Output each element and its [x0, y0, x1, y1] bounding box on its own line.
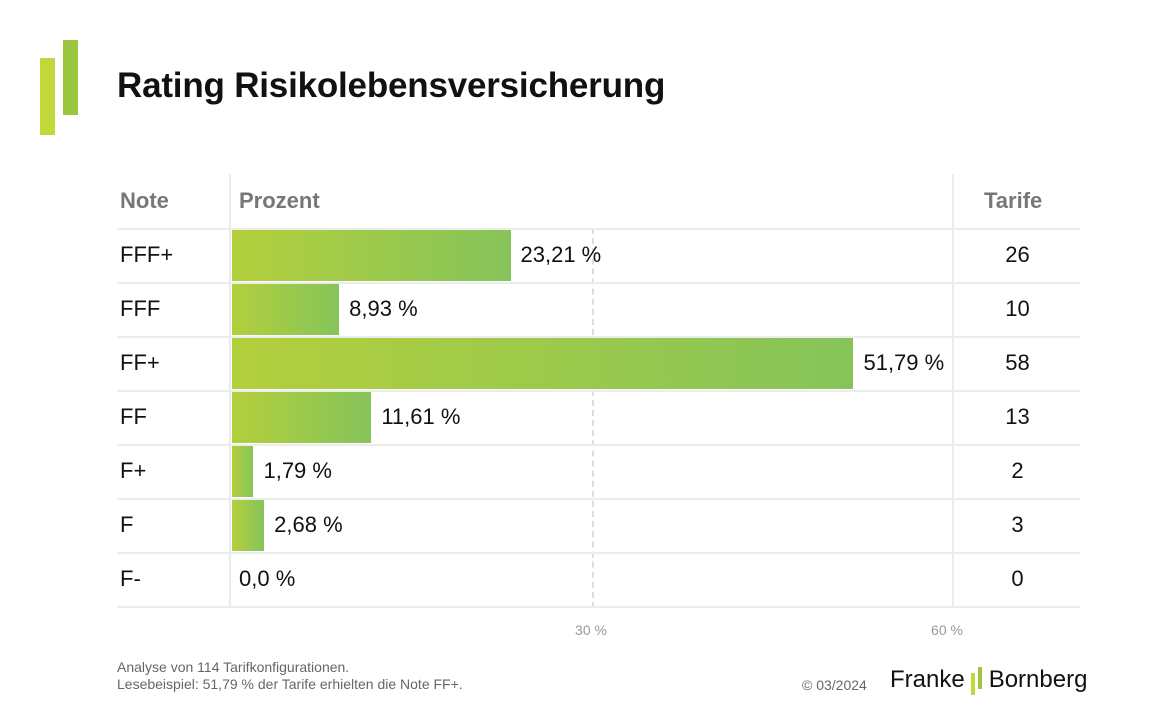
- brand-name-right: Bornberg: [988, 666, 1088, 693]
- row-divider: [117, 606, 1080, 608]
- tarife-count: 2: [1011, 458, 1024, 483]
- note-label: FFF: [120, 296, 161, 321]
- table-row: F- 0,0 % 0: [0, 552, 1156, 606]
- note-label: FF: [120, 404, 147, 429]
- row-divider: [117, 282, 1080, 284]
- row-divider: [117, 444, 1080, 446]
- note-label: FF+: [120, 350, 160, 375]
- brand-logo-icon: [40, 40, 78, 135]
- note-label: F: [120, 512, 134, 537]
- copyright: © 03/2024: [802, 677, 867, 693]
- column-header-prozent: Prozent: [239, 188, 320, 213]
- row-divider: [117, 228, 1080, 230]
- row-divider: [117, 498, 1080, 500]
- brand-name-left: Franke: [890, 666, 965, 693]
- tarife-count: 0: [1011, 566, 1024, 591]
- table-row: FFF+ 23,21 % 26: [0, 228, 1156, 282]
- x-tick-label: 30 %: [575, 622, 607, 638]
- bar: [232, 392, 372, 443]
- bar-value-label: 11,61 %: [381, 404, 461, 429]
- chart-title: Rating Risikolebensversicherung: [117, 66, 666, 105]
- note-label: FFF+: [120, 242, 174, 267]
- footnote-line-2: Lesebeispiel: 51,79 % der Tarife erhielt…: [117, 676, 463, 692]
- footnote-line-1: Analyse von 114 Tarifkonfigurationen.: [117, 659, 350, 675]
- bar-value-label: 51,79 %: [863, 350, 945, 375]
- table-row: FFF 8,93 % 10: [0, 282, 1156, 336]
- bar: [232, 338, 854, 389]
- tarife-count: 10: [1005, 296, 1030, 321]
- row-divider: [117, 552, 1080, 554]
- bar: [232, 230, 511, 281]
- column-header-note: Note: [120, 188, 169, 213]
- bar-value-label: 2,68 %: [274, 512, 343, 537]
- tarife-count: 26: [1005, 242, 1030, 267]
- bar: [232, 446, 254, 497]
- bar-value-label: 23,21 %: [520, 242, 602, 267]
- tarife-count: 13: [1005, 404, 1030, 429]
- column-header-tarife: Tarife: [984, 188, 1043, 213]
- brand-separator-icon: [970, 666, 982, 695]
- row-divider: [117, 390, 1080, 392]
- table-row: F 2,68 % 3: [0, 498, 1156, 552]
- bar-value-label: 0,0 %: [239, 566, 296, 591]
- x-tick-label: 60 %: [931, 622, 963, 638]
- note-label: F-: [120, 566, 141, 591]
- note-label: F+: [120, 458, 147, 483]
- table-row: FF+ 51,79 % 58: [0, 336, 1156, 390]
- table-row: FF 11,61 % 13: [0, 390, 1156, 444]
- tarife-count: 3: [1011, 512, 1024, 537]
- bar-value-label: 8,93 %: [349, 296, 418, 321]
- row-divider: [117, 336, 1080, 338]
- tarife-count: 58: [1005, 350, 1030, 375]
- bar: [232, 500, 265, 551]
- bar-value-label: 1,79 %: [263, 458, 332, 483]
- gridline-30: [592, 228, 594, 608]
- brand-wordmark: Franke Bornberg: [890, 664, 1087, 696]
- table-row: F+ 1,79 % 2: [0, 444, 1156, 498]
- bar: [232, 284, 340, 335]
